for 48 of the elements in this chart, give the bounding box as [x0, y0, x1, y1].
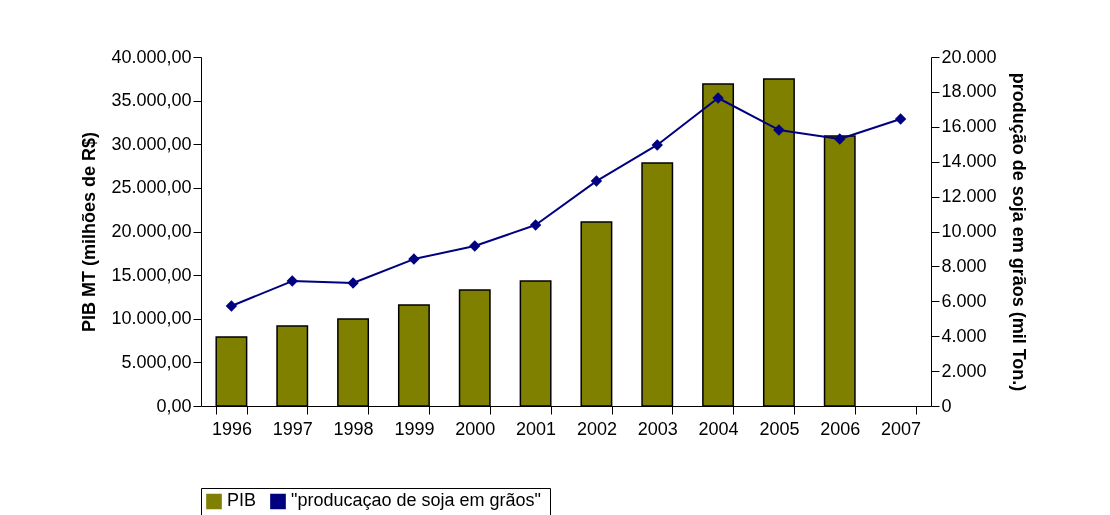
x-tick-label: 1997 [272, 418, 313, 439]
y-tick-label: 15.000,00 [111, 264, 192, 285]
point [834, 133, 846, 145]
point [590, 175, 603, 187]
point [347, 277, 359, 289]
x-tick-label: 2007 [881, 418, 922, 439]
y-tick-label: 20.000,00 [111, 221, 192, 241]
point [712, 92, 724, 104]
y-tick-label: 5.000,00 [121, 351, 192, 372]
point [773, 124, 785, 136]
point [529, 219, 542, 231]
x-tick-label: 2004 [698, 418, 739, 439]
y2-tick-label: 20.000 [941, 46, 997, 67]
y-tick-label: 10.000,00 [111, 308, 192, 329]
point [469, 240, 481, 252]
point [651, 139, 663, 151]
y-tick-label: 35.000,00 [111, 90, 192, 111]
y-tick-label: 30.000,00 [111, 133, 192, 154]
y2-tick-label: 12.000 [941, 186, 997, 207]
y2-tick-label: 6.000 [941, 290, 987, 311]
point [408, 253, 420, 265]
point [225, 300, 238, 312]
y2-tick-label: 18.000 [941, 81, 997, 102]
x-tick-label: 2000 [455, 418, 496, 439]
y2-axis-title: produção de soja em grãos (mil Ton.) [1008, 72, 1029, 392]
point [286, 275, 298, 287]
y2-tick-label: 16.000 [941, 116, 997, 137]
x-tick-label: 2003 [637, 418, 678, 439]
x-tick-label: 2001 [516, 418, 557, 439]
x-tick-label: 2005 [759, 418, 800, 439]
y-tick-label: 0,00 [156, 395, 192, 416]
legend-label: PIB [227, 490, 257, 511]
y-tick-label: 25.000,00 [111, 177, 192, 198]
x-tick-label: 2002 [576, 418, 617, 439]
x-tick-label: 1996 [211, 418, 252, 439]
y-axis-title: PIB MT (milhões de R$) [79, 131, 100, 333]
y-tick-label: 40.000,00 [111, 46, 192, 67]
y2-tick-label: 10.000 [941, 221, 997, 241]
y2-tick-label: 0 [941, 395, 952, 416]
x-tick-label: 1999 [394, 418, 435, 439]
legend-label: "producaçao de soja em grãos" [291, 490, 541, 511]
y2-tick-label: 2.000 [941, 360, 987, 381]
y2-tick-label: 4.000 [941, 325, 987, 346]
x-tick-label: 2006 [820, 418, 861, 439]
y2-tick-label: 8.000 [941, 255, 987, 276]
x-tick-label: 1998 [333, 418, 374, 439]
point [894, 113, 907, 125]
y2-tick-label: 14.000 [941, 151, 997, 172]
